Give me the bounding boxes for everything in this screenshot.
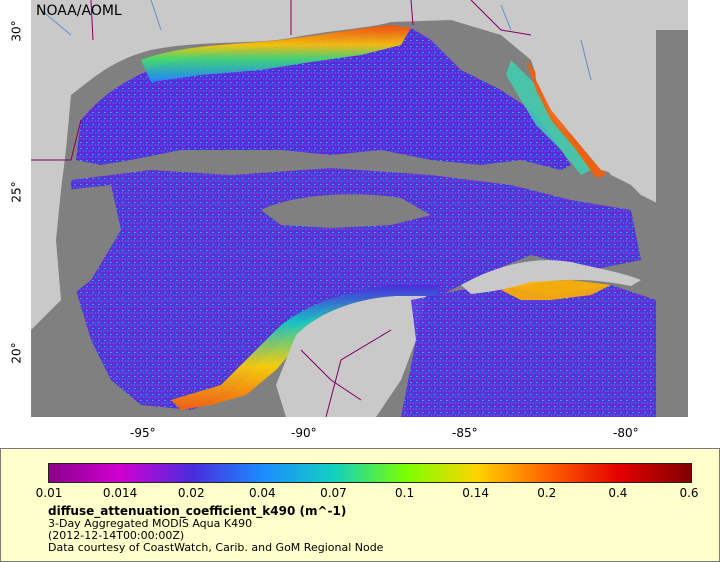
legend-panel: 0.01 0.014 0.02 0.04 0.07 0.1 0.14 0.2 0.4 0.6 di… bbox=[0, 448, 720, 562]
rivers bbox=[40, 0, 592, 81]
caribbean-ocean-color bbox=[401, 285, 656, 417]
colorbar-tick-label: 0.1 bbox=[395, 486, 415, 500]
colorbar-tick-label: 0.02 bbox=[177, 486, 205, 500]
map-svg bbox=[31, 0, 688, 417]
y-tick-label: 25° bbox=[9, 181, 24, 203]
colorbar-tick-label: 0.4 bbox=[608, 486, 628, 500]
west-florida-shelf bbox=[506, 60, 591, 175]
product-subtitle: 3-Day Aggregated MODIS Aqua K490 bbox=[48, 517, 253, 530]
south-gulf-ocean-color bbox=[71, 168, 641, 410]
x-tick-label: -90° bbox=[291, 426, 317, 440]
y-tick-label: 20° bbox=[9, 342, 24, 364]
data-credit: Data courtesy of CoastWatch, Carib. and … bbox=[48, 541, 384, 554]
west-nodata-patch bbox=[66, 185, 121, 300]
colorbar-tick-label: 0.014 bbox=[102, 486, 138, 500]
florida-land bbox=[531, 20, 631, 175]
atlantic-nodata bbox=[656, 30, 688, 417]
y-tick-label: 30° bbox=[9, 20, 24, 42]
campeche-coast-high-k490 bbox=[171, 285, 441, 410]
cuba-shelf-high-k490 bbox=[501, 280, 611, 300]
org-label: NOAA/AOML bbox=[36, 3, 122, 19]
cuba-island bbox=[461, 260, 641, 294]
variable-title: diffuse_attenuation_coefficient_k490 (m^… bbox=[48, 504, 347, 518]
colorbar-tick-label: 0.07 bbox=[320, 486, 347, 500]
mexico-state-borders bbox=[300, 329, 392, 417]
cloud-nodata-patch bbox=[261, 194, 431, 228]
date-label: (2012-12-14T00:00:00Z) bbox=[48, 529, 185, 542]
colorbar-tick-label: 0.14 bbox=[462, 486, 490, 500]
colorbar-tick-label: 0.04 bbox=[248, 486, 276, 500]
colorbar-tick-label: 0.01 bbox=[35, 486, 63, 500]
x-tick-label: -85° bbox=[452, 426, 478, 440]
colorbar-tick-label: 0.6 bbox=[679, 486, 699, 500]
colorbar bbox=[48, 463, 692, 483]
yucatan-land bbox=[276, 296, 426, 417]
country-border-us-mexico bbox=[31, 119, 82, 161]
state-borders bbox=[90, 0, 532, 41]
map-area[interactable]: NOAA/AOML bbox=[31, 0, 688, 417]
x-tick-label: -95° bbox=[130, 426, 156, 440]
colorbar-tick-label: 0.2 bbox=[537, 486, 557, 500]
x-tick-label: -80° bbox=[613, 426, 639, 440]
north-coast-high-k490 bbox=[141, 25, 411, 82]
map-frame: NOAA/AOML 30° 25° 20° -95° -90° -85° -80… bbox=[9, 0, 688, 440]
